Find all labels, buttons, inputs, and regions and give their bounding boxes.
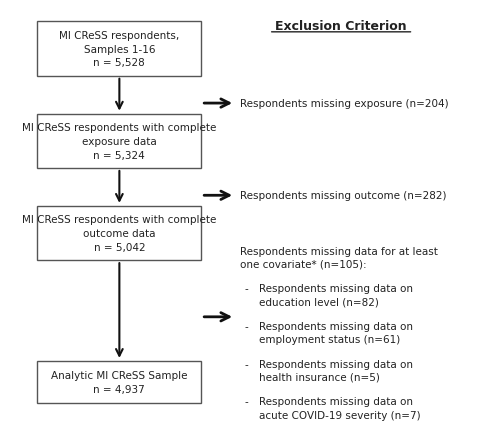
Text: exposure data: exposure data [82,136,156,147]
FancyBboxPatch shape [38,206,202,261]
Text: -: - [244,359,248,369]
Text: MI CReSS respondents with complete: MI CReSS respondents with complete [22,123,216,132]
Text: n = 5,324: n = 5,324 [94,150,145,160]
Text: Samples 1-16: Samples 1-16 [84,44,155,55]
Text: n = 5,042: n = 5,042 [94,242,145,252]
Text: Respondents missing outcome (n=282): Respondents missing outcome (n=282) [240,191,446,201]
Text: -: - [244,284,248,294]
Text: Respondents missing data on
health insurance (n=5): Respondents missing data on health insur… [259,359,413,382]
Text: MI CReSS respondents with complete: MI CReSS respondents with complete [22,215,216,225]
Text: Respondents missing data for at least
one covariate* (n=105):: Respondents missing data for at least on… [240,246,438,269]
Text: n = 4,937: n = 4,937 [94,384,145,394]
Text: Exclusion Criterion: Exclusion Criterion [276,20,407,33]
Text: Respondents missing data on
education level (n=82): Respondents missing data on education le… [259,284,413,307]
Text: -: - [244,397,248,406]
FancyBboxPatch shape [38,361,202,403]
Text: Analytic MI CReSS Sample: Analytic MI CReSS Sample [51,370,188,380]
Text: MI CReSS respondents,: MI CReSS respondents, [59,31,180,40]
Text: -: - [244,321,248,331]
Text: Respondents missing data on
acute COVID-19 severity (n=7): Respondents missing data on acute COVID-… [259,397,421,420]
Text: Respondents missing data on
employment status (n=61): Respondents missing data on employment s… [259,321,413,344]
Text: n = 5,528: n = 5,528 [94,58,145,68]
FancyBboxPatch shape [38,114,202,169]
Text: Respondents missing exposure (n=204): Respondents missing exposure (n=204) [240,99,448,109]
Text: outcome data: outcome data [83,228,156,239]
FancyBboxPatch shape [38,22,202,77]
